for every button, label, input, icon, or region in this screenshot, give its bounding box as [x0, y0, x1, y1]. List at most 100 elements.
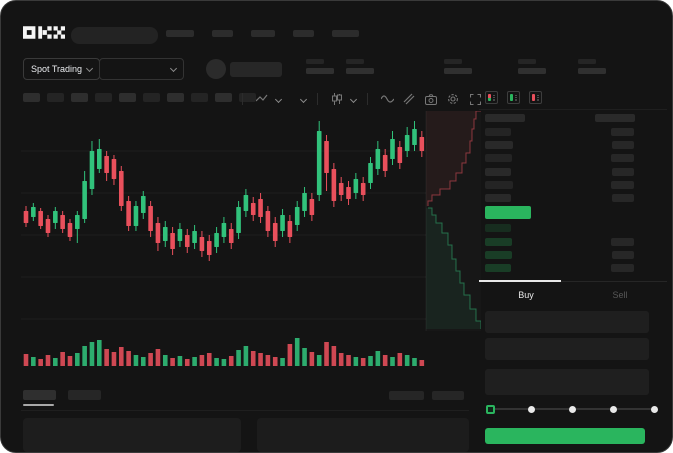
timeframe-button-placeholder[interactable] [47, 93, 64, 102]
bottom-action-placeholder[interactable] [432, 391, 464, 400]
active-buy-tab-indicator [479, 280, 561, 282]
orderbook-col-header [595, 114, 635, 122]
volume-bar [104, 349, 109, 366]
volume-bar [53, 358, 58, 366]
volume-bar [397, 353, 403, 366]
stat-value-placeholder [444, 68, 472, 74]
bid-price-placeholder [485, 238, 512, 246]
stat-value-placeholder [346, 68, 374, 74]
orders-panel-placeholder [23, 418, 241, 452]
candle-body [250, 203, 256, 215]
stat-group [444, 59, 472, 74]
buy-submit-button[interactable] [485, 428, 645, 444]
candle-body [53, 211, 58, 223]
depth-bids-fill [426, 208, 481, 329]
volume-bar [89, 342, 95, 366]
bid-price-placeholder [485, 224, 511, 232]
nav-item-placeholder[interactable] [212, 30, 233, 37]
orderbook-ask-row[interactable] [479, 168, 667, 177]
candle-body [199, 237, 205, 251]
bid-amount-placeholder [612, 251, 634, 259]
orderbook-layout-sells-icon[interactable] [529, 91, 542, 104]
volume-bar [294, 338, 300, 366]
amount-input-placeholder[interactable] [485, 338, 649, 360]
timeframe-button-placeholder[interactable] [215, 93, 232, 102]
ask-price-placeholder [485, 141, 513, 149]
candle-body [316, 131, 322, 195]
volume-bar [338, 353, 344, 366]
candle-body [382, 155, 388, 171]
orderbook-ask-row[interactable] [479, 128, 667, 137]
candle-body [45, 219, 51, 233]
bottom-tab-placeholder[interactable] [68, 390, 101, 400]
chevron-down-icon[interactable] [349, 95, 358, 103]
orderbook-ask-row[interactable] [479, 194, 667, 203]
nav-item-placeholder[interactable] [332, 30, 359, 37]
stat-value-placeholder [578, 68, 606, 74]
chevron-down-icon[interactable] [299, 95, 308, 103]
volume-bar [82, 346, 87, 366]
slider-stop[interactable] [527, 405, 535, 413]
orderbook-bid-row[interactable] [479, 251, 667, 260]
slider-stop[interactable] [609, 405, 617, 413]
timeframe-button-placeholder[interactable] [71, 93, 88, 102]
camera-icon[interactable] [423, 91, 439, 107]
candle-type-icon[interactable] [329, 91, 345, 107]
slider-stop[interactable] [650, 405, 658, 413]
price-input-placeholder[interactable] [485, 311, 649, 333]
search-input[interactable] [71, 27, 158, 44]
chevron-down-icon[interactable] [274, 95, 283, 103]
tab-sell[interactable]: Sell [573, 282, 667, 307]
orderbook-ask-row[interactable] [479, 181, 667, 190]
total-input-placeholder[interactable] [485, 369, 649, 395]
ask-price-placeholder [485, 168, 511, 176]
line-style-icon[interactable] [254, 91, 270, 107]
stat-label-placeholder [306, 59, 324, 64]
settings-icon[interactable] [445, 91, 461, 107]
nav-item-placeholder[interactable] [293, 30, 314, 37]
orderbook-layout-combined-icon[interactable] [485, 91, 498, 104]
bottom-tab-placeholder[interactable] [23, 390, 56, 400]
volume-bar [111, 352, 117, 366]
chevron-down-icon [169, 64, 178, 72]
last-price-badge[interactable] [485, 206, 531, 219]
orderbook-ask-row[interactable] [479, 141, 667, 150]
volume-bar [60, 352, 65, 366]
slider-handle-active[interactable] [485, 404, 495, 414]
tab-buy[interactable]: Buy [479, 282, 573, 307]
volume-bar [199, 355, 205, 366]
timeframe-button-placeholder[interactable] [239, 93, 256, 102]
orderbook-bid-row[interactable] [479, 264, 667, 273]
candle-body [287, 221, 293, 237]
timeframe-button-placeholder[interactable] [119, 93, 136, 102]
candle-body [243, 195, 249, 211]
pair-dropdown[interactable] [99, 58, 184, 80]
candle-body [155, 223, 161, 243]
indicators-icon[interactable] [379, 91, 395, 107]
orderbook-bid-row[interactable] [479, 238, 667, 247]
orderbook-layout-buys-icon[interactable] [507, 91, 520, 104]
orderbook-ask-row[interactable] [479, 154, 667, 163]
timeframe-button-placeholder[interactable] [23, 93, 40, 102]
stat-group [346, 59, 374, 74]
orderbook-bid-row[interactable] [479, 224, 667, 233]
volume-bar [75, 353, 80, 366]
timeframe-button-placeholder[interactable] [143, 93, 160, 102]
timeframe-button-placeholder[interactable] [191, 93, 208, 102]
timeframe-button-placeholder[interactable] [95, 93, 112, 102]
volume-bar [67, 356, 73, 366]
fullscreen-icon[interactable] [467, 91, 483, 107]
market-type-selector[interactable]: Spot Trading [23, 58, 101, 80]
bottom-action-placeholder[interactable] [389, 391, 424, 400]
slider-stop[interactable] [568, 405, 576, 413]
nav-item-placeholder[interactable] [166, 30, 194, 37]
timeframe-button-placeholder[interactable] [167, 93, 184, 102]
volume-bar [250, 351, 256, 366]
ruler-icon[interactable] [401, 91, 417, 107]
okx-logo[interactable] [23, 25, 65, 40]
candlestick-chart[interactable] [21, 111, 481, 369]
nav-item-placeholder[interactable] [251, 30, 275, 37]
candle-body [419, 137, 425, 151]
ask-price-placeholder [485, 154, 512, 162]
